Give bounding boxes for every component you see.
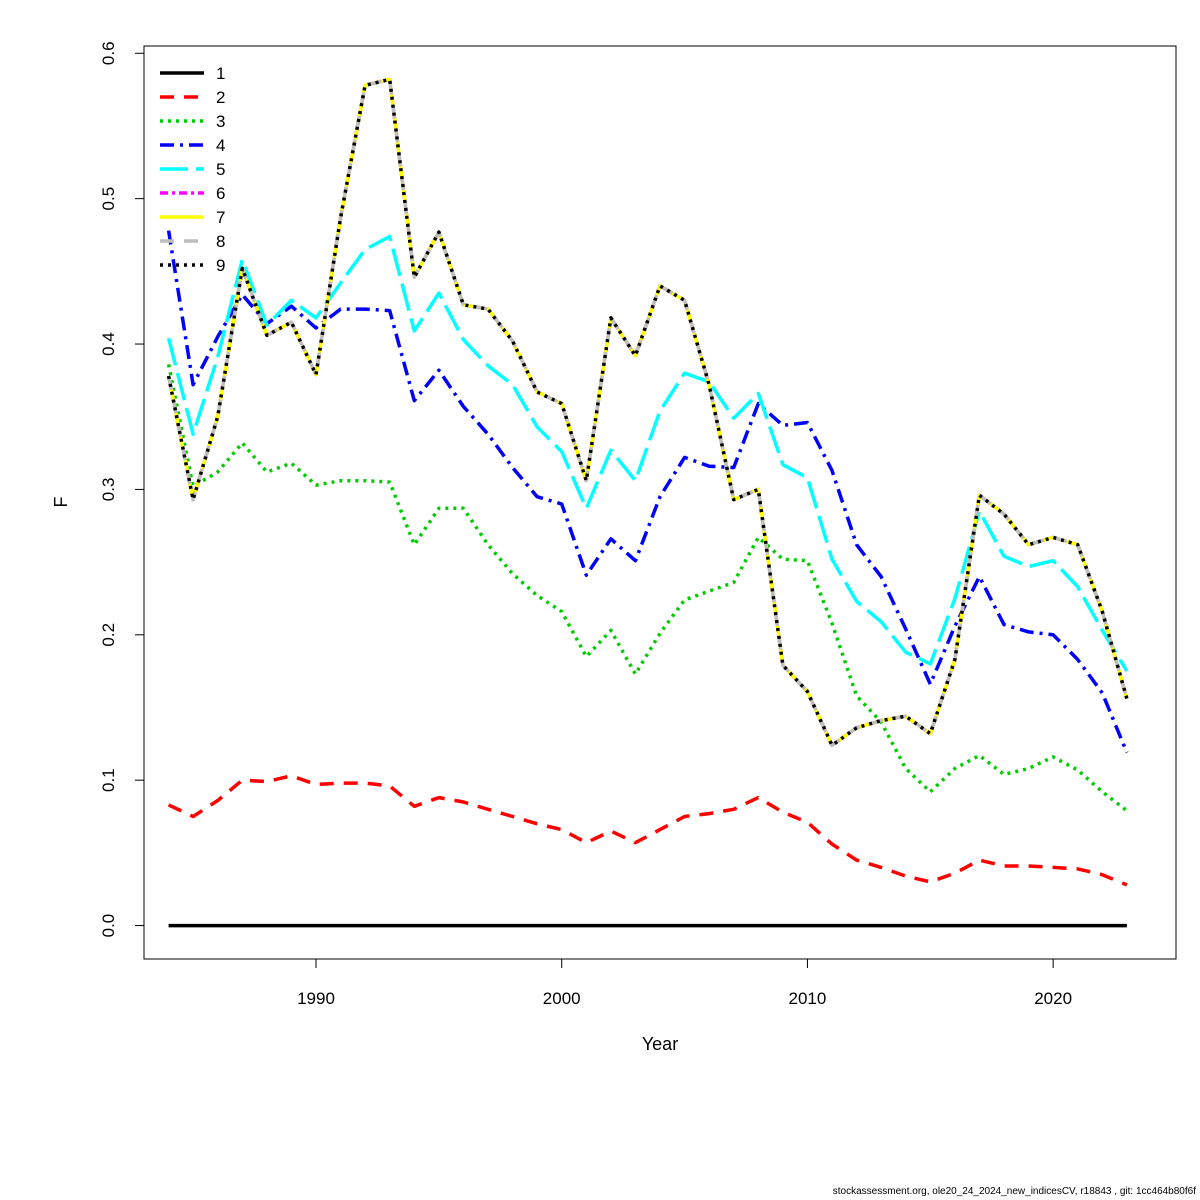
series-line-9 <box>166 77 1129 748</box>
legend-label-7: 7 <box>216 208 225 227</box>
x-tick-label: 2000 <box>543 989 581 1008</box>
y-axis: 0.0 0.1 0.2 0.3 0.4 0.5 0.6 <box>99 41 145 938</box>
legend-label-8: 8 <box>216 232 225 251</box>
series-line-4 <box>166 230 1129 754</box>
series-line-8 <box>166 77 1129 748</box>
legend-label-1: 1 <box>216 64 225 83</box>
y-tick-label: 0.2 <box>99 623 118 647</box>
series-line-6 <box>166 77 1129 748</box>
series-line-2 <box>167 774 1128 887</box>
y-tick-label: 0.0 <box>99 914 118 938</box>
legend-label-9: 9 <box>216 256 225 275</box>
x-tick-label: 1990 <box>297 989 335 1008</box>
series-line-5 <box>166 234 1129 673</box>
y-axis-label: F <box>51 497 71 508</box>
series-line-7 <box>166 77 1129 748</box>
legend-label-3: 3 <box>216 112 225 131</box>
y-tick-label: 0.6 <box>99 41 118 65</box>
series-line-3 <box>166 364 1128 813</box>
footer-credit: stockassessment.org, ole20_24_2024_new_i… <box>832 1186 1196 1197</box>
x-tick-label: 2010 <box>789 989 827 1008</box>
legend-label-4: 4 <box>216 136 225 155</box>
y-tick-label: 0.3 <box>99 478 118 502</box>
y-tick-label: 0.5 <box>99 187 118 211</box>
legend-label-5: 5 <box>216 160 225 179</box>
legend-label-6: 6 <box>216 184 225 203</box>
series-layer <box>166 77 1129 928</box>
legend: 1 2 3 4 5 6 7 8 9 <box>160 64 225 275</box>
x-axis-label: Year <box>642 1034 678 1054</box>
y-tick-label: 0.1 <box>99 768 118 792</box>
legend-label-2: 2 <box>216 88 225 107</box>
x-tick-label: 2020 <box>1034 989 1072 1008</box>
plot-frame <box>143 45 1177 960</box>
x-axis: 1990 2000 2010 2020 <box>297 958 1072 1008</box>
y-tick-label: 0.4 <box>99 332 118 356</box>
